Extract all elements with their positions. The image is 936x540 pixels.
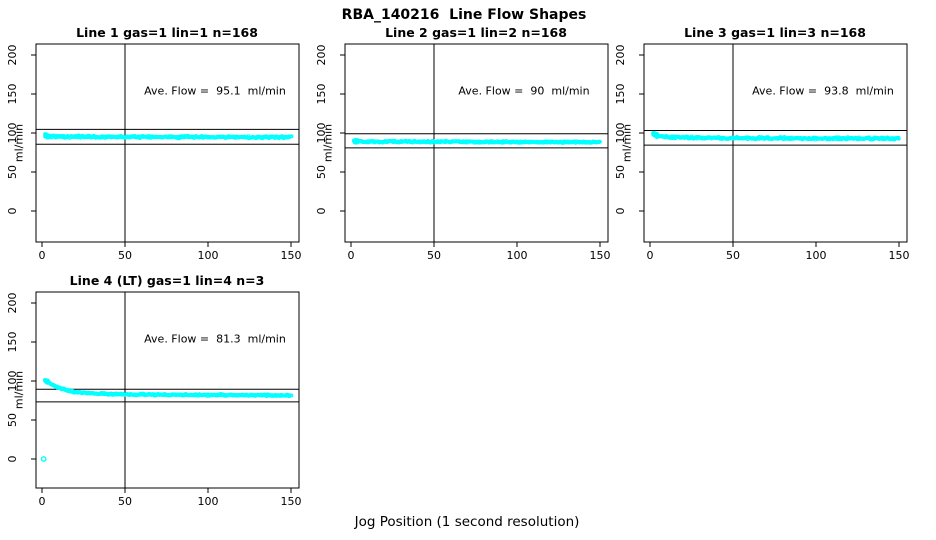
data-points <box>43 378 294 399</box>
data-points <box>651 130 901 142</box>
subplot-1-title: Line 1 gas=1 lin=1 n=168 <box>76 25 258 40</box>
svg-text:50: 50 <box>118 495 132 508</box>
svg-text:200: 200 <box>6 293 19 314</box>
svg-text:100: 100 <box>6 371 19 392</box>
svg-text:0: 0 <box>647 249 654 262</box>
svg-text:0: 0 <box>39 495 46 508</box>
svg-text:100: 100 <box>198 249 219 262</box>
plot-box <box>35 291 300 489</box>
svg-text:150: 150 <box>590 249 611 262</box>
svg-text:200: 200 <box>6 45 19 66</box>
subplot-4-ave-flow-annotation: Ave. Flow = 81.3 ml/min <box>144 332 286 346</box>
y-axis-ticks: 0 50 100 150 200 <box>614 45 644 215</box>
subplot-2-y-axis-label: ml/min <box>321 123 335 163</box>
svg-text:100: 100 <box>507 249 528 262</box>
svg-text:0: 0 <box>6 456 19 463</box>
svg-text:150: 150 <box>281 495 302 508</box>
subplot-3-y-axis-label: ml/min <box>620 123 634 163</box>
svg-text:200: 200 <box>315 45 328 66</box>
svg-text:100: 100 <box>614 123 627 144</box>
subplot-4-title: Line 4 (LT) gas=1 lin=4 n=3 <box>69 273 265 288</box>
y-axis-ticks: 0 50 100 150 200 <box>6 45 36 215</box>
x-axis-label: Jog Position (1 second resolution) <box>354 514 580 530</box>
outlier-point <box>40 456 47 462</box>
svg-text:50: 50 <box>6 165 19 179</box>
subplot-4: 0 50 100 150 200 0 50 100 150 <box>6 291 302 508</box>
subplot-1-y-axis-label: ml/min <box>12 123 26 163</box>
svg-text:100: 100 <box>806 249 827 262</box>
x-axis-ticks: 0 50 100 150 <box>348 242 611 262</box>
svg-text:0: 0 <box>348 249 355 262</box>
svg-text:100: 100 <box>315 123 328 144</box>
plot-box <box>643 43 908 243</box>
subplot-3: 0 50 100 150 200 0 50 100 150 <box>614 43 910 262</box>
svg-text:50: 50 <box>614 165 627 179</box>
plot-box <box>35 43 300 243</box>
subplot-3-ave-flow-annotation: Ave. Flow = 93.8 ml/min <box>752 84 894 98</box>
svg-text:50: 50 <box>315 165 328 179</box>
subplot-1-ave-flow-annotation: Ave. Flow = 95.1 ml/min <box>144 84 286 98</box>
main-title: RBA_140216 Line Flow Shapes <box>341 7 587 23</box>
subplot-2-ave-flow-annotation: Ave. Flow = 90 ml/min <box>458 84 590 98</box>
plot-box <box>344 43 609 243</box>
svg-text:50: 50 <box>118 249 132 262</box>
svg-text:200: 200 <box>614 45 627 66</box>
svg-text:50: 50 <box>726 249 740 262</box>
svg-text:50: 50 <box>427 249 441 262</box>
subplot-2: 0 50 100 150 200 0 50 100 150 <box>315 43 611 262</box>
y-axis-ticks: 0 50 100 150 200 <box>6 293 36 463</box>
svg-text:150: 150 <box>315 84 328 105</box>
x-axis-ticks: 0 50 100 150 <box>39 488 302 508</box>
data-points <box>351 137 602 145</box>
svg-text:150: 150 <box>6 332 19 353</box>
svg-text:100: 100 <box>6 123 19 144</box>
svg-text:50: 50 <box>6 413 19 427</box>
svg-text:100: 100 <box>198 495 219 508</box>
subplot-4-y-axis-label: ml/min <box>12 370 26 410</box>
svg-text:150: 150 <box>614 84 627 105</box>
svg-text:150: 150 <box>889 249 910 262</box>
subplot-2-title: Line 2 gas=1 lin=2 n=168 <box>385 25 567 40</box>
svg-text:0: 0 <box>315 208 328 215</box>
data-points <box>43 132 294 141</box>
subplot-1: 0 50 100 150 200 0 50 100 150 <box>6 43 302 262</box>
svg-text:150: 150 <box>281 249 302 262</box>
svg-text:150: 150 <box>6 84 19 105</box>
subplot-3-title: Line 3 gas=1 lin=3 n=168 <box>684 25 866 40</box>
svg-text:0: 0 <box>39 249 46 262</box>
svg-text:0: 0 <box>6 208 19 215</box>
x-axis-ticks: 0 50 100 150 <box>647 242 910 262</box>
svg-text:0: 0 <box>614 208 627 215</box>
x-axis-ticks: 0 50 100 150 <box>39 242 302 262</box>
y-axis-ticks: 0 50 100 150 200 <box>315 45 345 215</box>
